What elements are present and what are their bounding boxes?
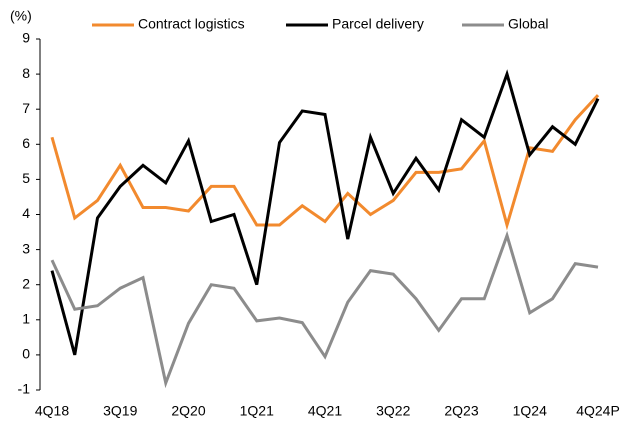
x-tick-label: 1Q24 — [513, 403, 547, 419]
y-tick-label: 2 — [22, 275, 30, 291]
y-axis-label: (%) — [10, 8, 32, 24]
x-tick-label: 4Q21 — [308, 403, 342, 419]
y-tick-label: 9 — [22, 30, 30, 46]
y-tick-label: 6 — [22, 135, 30, 151]
x-tick-label: 3Q19 — [103, 403, 137, 419]
y-tick-label: 3 — [22, 240, 30, 256]
y-tick-label: 1 — [22, 311, 30, 327]
x-tick-label: 4Q24P — [576, 403, 620, 419]
y-tick-label: 8 — [22, 65, 30, 81]
series-line — [50, 94, 600, 231]
series-line — [50, 69, 600, 356]
x-tick-label: 3Q22 — [376, 403, 410, 419]
x-tick-label: 4Q18 — [35, 403, 69, 419]
series-line — [50, 230, 599, 389]
x-tick-label: 2Q20 — [171, 403, 205, 419]
x-tick-label: 2Q23 — [444, 403, 478, 419]
legend-label: Global — [508, 16, 548, 32]
legend-label: Parcel delivery — [332, 16, 424, 32]
legend-label: Contract logistics — [138, 16, 245, 32]
y-tick-label: 7 — [22, 100, 30, 116]
y-tick-label: 4 — [22, 205, 30, 221]
y-tick-label: 5 — [22, 170, 30, 186]
y-tick-label: -1 — [18, 381, 31, 397]
y-tick-label: 0 — [22, 346, 30, 362]
x-tick-label: 1Q21 — [240, 403, 274, 419]
